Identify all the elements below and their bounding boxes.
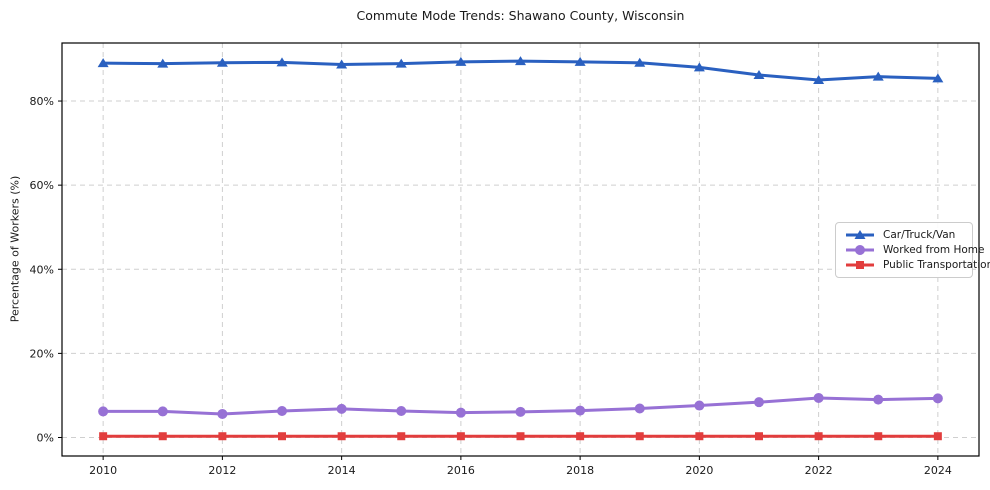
data-point-triangle xyxy=(97,58,109,68)
data-point-square xyxy=(99,432,108,441)
data-point-triangle xyxy=(634,57,646,67)
legend-item-worked-from-home: Worked from Home xyxy=(844,242,984,257)
data-point-square xyxy=(516,432,525,441)
legend: Car/Truck/Van Worked from Home Public Tr… xyxy=(835,222,990,278)
x-tick-label: 2014 xyxy=(328,464,356,477)
data-point-circle xyxy=(336,403,347,414)
data-point-circle xyxy=(694,400,705,411)
data-point-circle xyxy=(157,406,168,417)
data-point-square xyxy=(218,432,227,441)
y-tick-label: 60% xyxy=(30,179,54,192)
data-point-square xyxy=(874,432,883,441)
legend-circle-marker-icon xyxy=(846,244,874,255)
y-tick-label: 40% xyxy=(30,263,54,276)
data-point-triangle xyxy=(932,73,944,83)
data-point-triangle xyxy=(813,75,825,85)
legend-square-marker-icon xyxy=(846,261,874,270)
data-point-square xyxy=(695,432,704,441)
y-tick-label: 0% xyxy=(37,431,54,444)
data-point-triangle xyxy=(872,71,884,81)
data-point-square xyxy=(635,432,644,441)
legend-item-car-truck-van: Car/Truck/Van xyxy=(844,227,964,242)
data-point-circle xyxy=(575,405,586,416)
data-point-triangle xyxy=(515,56,526,66)
legend-item-public-transportation: Public Transportation xyxy=(844,258,990,273)
data-point-circle xyxy=(813,392,824,403)
legend-label-worked-from-home: Worked from Home xyxy=(883,243,985,256)
data-point-square xyxy=(456,432,465,441)
data-point-circle xyxy=(634,403,645,414)
data-point-circle xyxy=(455,407,466,418)
data-point-square xyxy=(814,432,823,441)
legend-triangle-marker-icon xyxy=(846,229,874,239)
plot-border xyxy=(61,42,980,457)
data-point-triangle xyxy=(693,62,705,72)
data-point-circle xyxy=(932,393,943,404)
data-point-square xyxy=(158,432,167,441)
x-tick-label: 2018 xyxy=(566,464,594,477)
data-point-square xyxy=(337,432,346,441)
data-point-triangle xyxy=(455,56,467,66)
x-tick-label: 2020 xyxy=(685,464,713,477)
chart-title: Commute Mode Trends: Shawano County, Wis… xyxy=(356,8,685,23)
legend-label-car-truck-van: Car/Truck/Van xyxy=(883,228,956,241)
data-point-triangle xyxy=(336,59,348,69)
data-point-circle xyxy=(515,406,526,417)
y-tick-label: 20% xyxy=(30,347,54,360)
data-point-triangle xyxy=(753,69,765,79)
data-point-circle xyxy=(98,406,109,417)
data-point-triangle xyxy=(216,57,228,67)
data-point-circle xyxy=(217,408,228,419)
data-point-square xyxy=(754,432,763,441)
data-point-circle xyxy=(753,397,764,408)
data-point-square xyxy=(278,432,287,441)
legend-label-public-transportation: Public Transportation xyxy=(883,259,990,272)
data-point-circle xyxy=(396,405,407,416)
data-point-circle xyxy=(873,394,884,405)
data-point-triangle xyxy=(574,56,586,66)
data-point-square xyxy=(397,432,406,441)
data-point-circle xyxy=(277,405,288,416)
x-tick-label: 2012 xyxy=(208,464,236,477)
x-tick-label: 2022 xyxy=(805,464,833,477)
data-point-triangle xyxy=(276,57,288,67)
data-point-triangle xyxy=(395,58,407,68)
data-point-triangle xyxy=(157,58,169,68)
x-tick-label: 2016 xyxy=(447,464,475,477)
x-tick-label: 2010 xyxy=(89,464,117,477)
y-tick-label: 80% xyxy=(30,95,54,108)
data-point-square xyxy=(576,432,585,441)
data-point-square xyxy=(933,432,942,441)
x-tick-label: 2024 xyxy=(924,464,952,477)
